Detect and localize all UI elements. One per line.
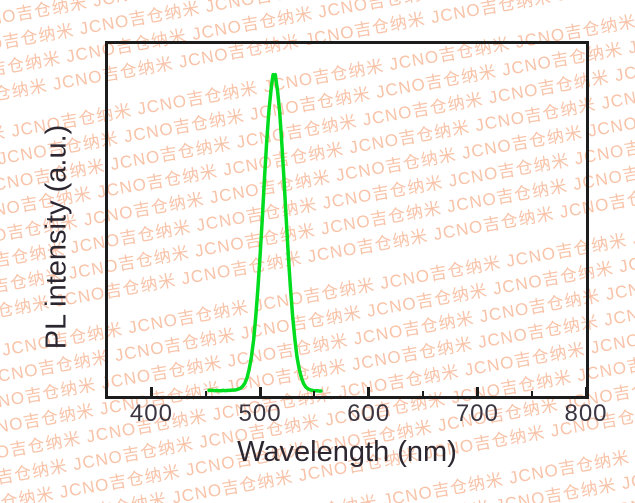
x-axis-title: Wavelength (nm) [237, 436, 457, 468]
plot-area [207, 72, 323, 393]
x-tick-700 [475, 387, 479, 396]
x-minor-tick-750 [530, 391, 533, 396]
x-tick-label-800: 800 [564, 400, 608, 427]
plot-frame [105, 41, 589, 399]
x-minor-tick-650 [422, 391, 425, 396]
y-axis-title: PL intensity (a.u.) [40, 124, 73, 350]
x-minor-tick-450 [204, 391, 207, 396]
x-tick-800 [584, 387, 588, 396]
x-tick-label-400: 400 [129, 400, 173, 427]
x-tick-label-700: 700 [455, 400, 499, 427]
x-minor-tick-550 [313, 391, 316, 396]
x-tick-500 [258, 387, 262, 396]
x-tick-label-600: 600 [347, 400, 391, 427]
x-tick-400 [149, 387, 153, 396]
pl-emission-curve [207, 72, 323, 393]
watermark-text: JCNO吉仓纳米 JCNO吉仓纳米 JCNO吉仓纳米 JCNO吉仓纳米 JCNO… [0, 487, 635, 503]
watermark-text: JCNO吉仓纳米 JCNO吉仓纳米 JCNO吉仓纳米 JCNO吉仓纳米 JCNO… [0, 0, 635, 23]
x-tick-600 [367, 387, 371, 396]
x-tick-label-500: 500 [238, 400, 282, 427]
